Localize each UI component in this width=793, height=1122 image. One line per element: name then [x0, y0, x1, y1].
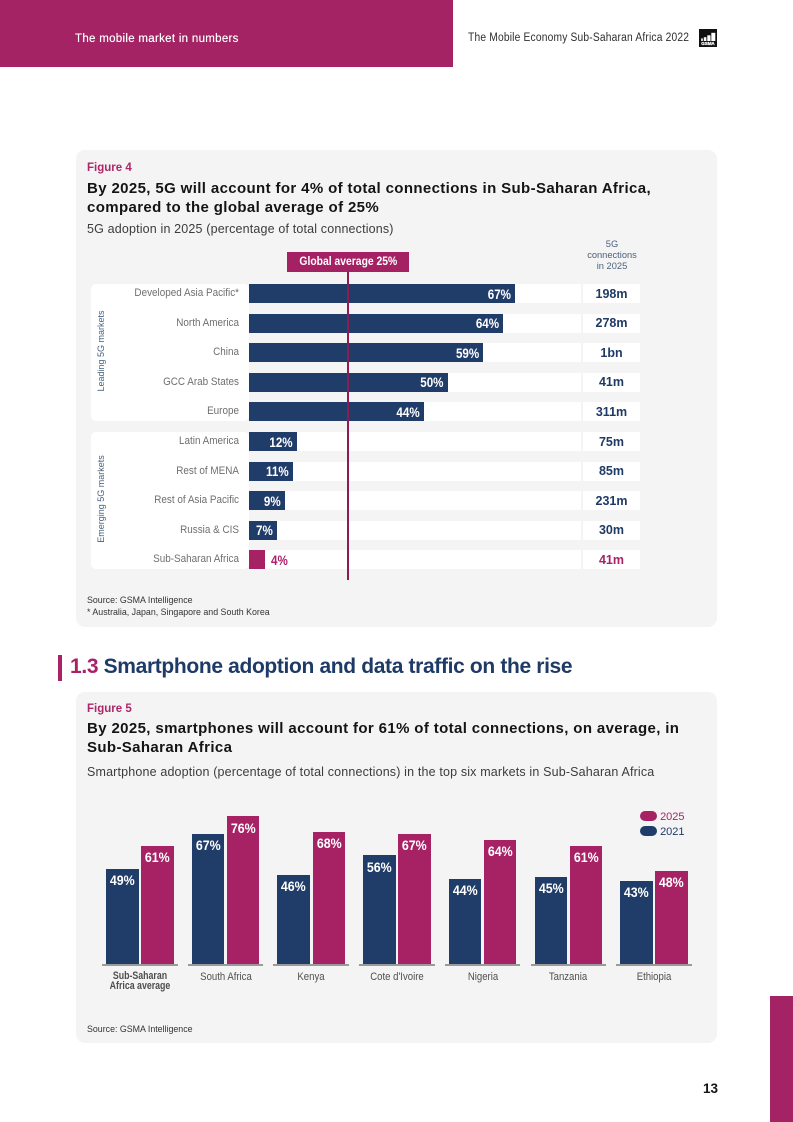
svg-text:GSMA: GSMA: [701, 41, 715, 46]
